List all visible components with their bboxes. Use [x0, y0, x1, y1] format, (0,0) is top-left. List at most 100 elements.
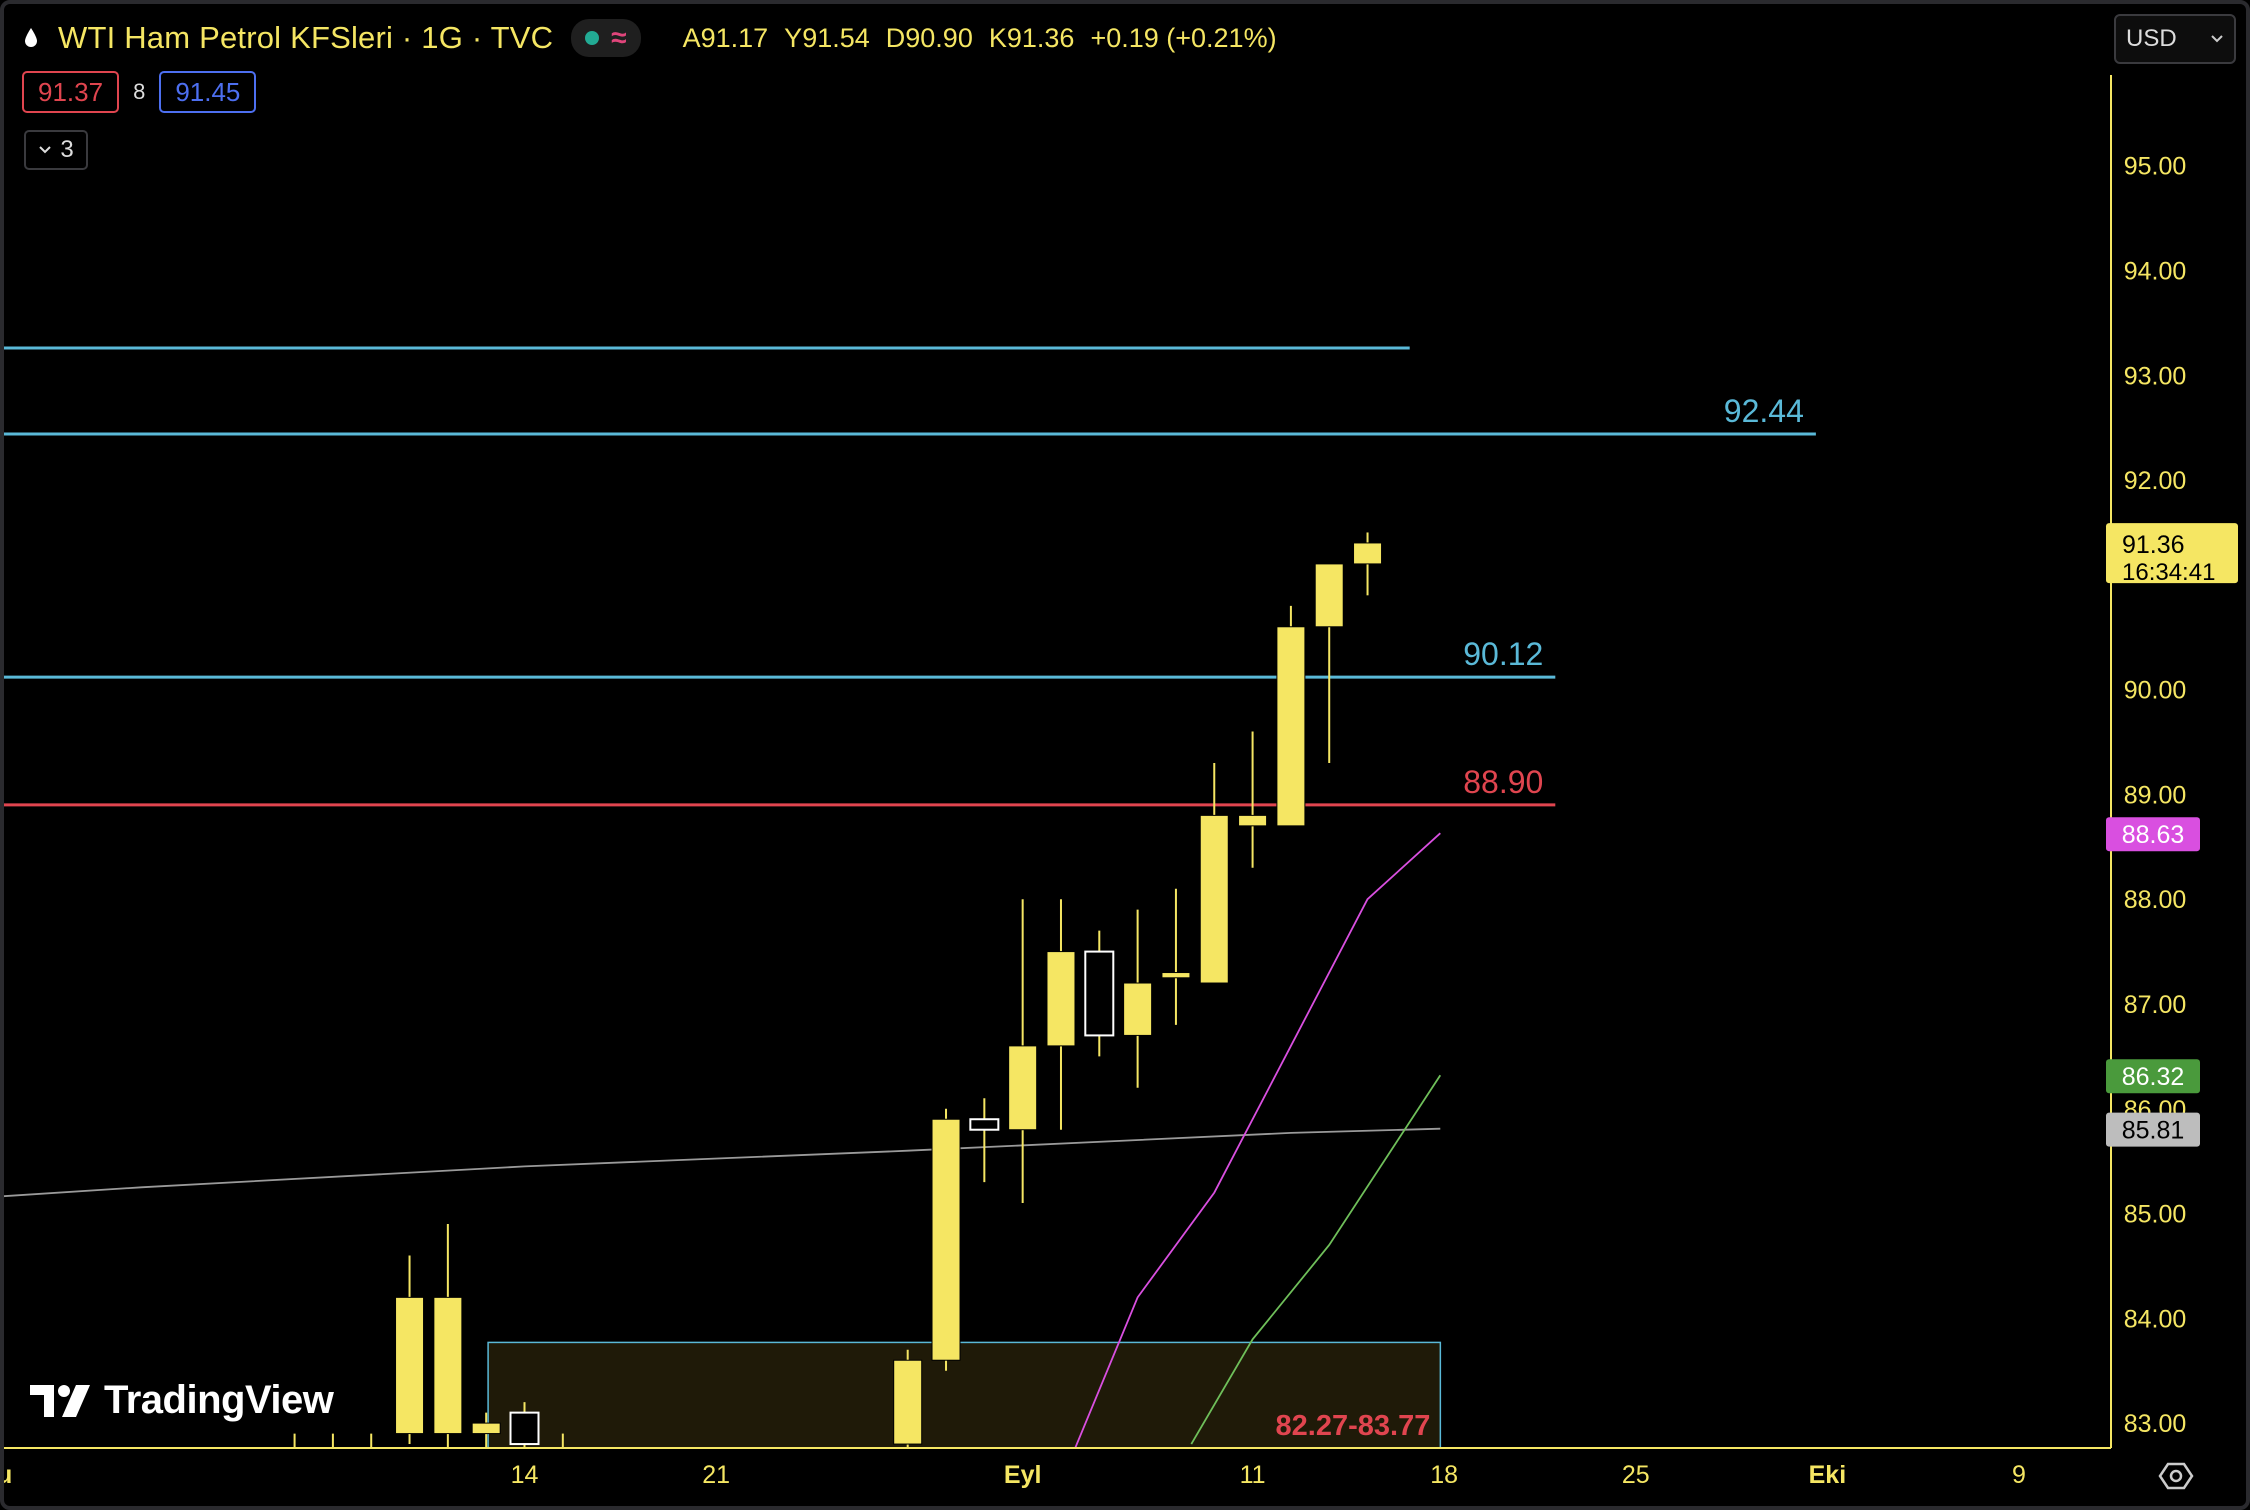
price-tag-value: 85.81 [2122, 1117, 2185, 1145]
candle-body [893, 1359, 923, 1445]
price-tag-green: 86.32 [2106, 1059, 2200, 1094]
x-tick-label: 21 [702, 1461, 730, 1489]
spread-value: 8 [133, 79, 146, 104]
trade-panel: 91.37 8 91.45 [22, 71, 257, 113]
chart-header: WTI Ham Petrol KFSleri · 1G · TVC ≈ A91.… [22, 16, 1277, 60]
candle-body [357, 1455, 385, 1486]
ma-line-magenta [1074, 832, 1441, 1448]
price-tag-countdown: 16:34:41 [2122, 559, 2215, 586]
candle [1084, 930, 1115, 1057]
candle [1046, 899, 1076, 1130]
buy-button[interactable]: 91.45 [159, 71, 257, 113]
ohlc-low: D90.90 [885, 22, 973, 53]
y-tick-label: 95.00 [2124, 153, 2187, 181]
price-tag-magenta: 88.63 [2106, 817, 2200, 852]
x-tick-label: Eyl [1004, 1461, 1042, 1489]
x-tick-label: 9 [2012, 1461, 2026, 1489]
candle [1276, 605, 1306, 827]
candle-body [1046, 951, 1076, 1047]
candle [281, 1433, 309, 1510]
plot-area: 82.27-83.77 92.44 90.12 88.90 [0, 346, 1816, 1510]
candle-body [319, 1465, 347, 1496]
sell-button[interactable]: 91.37 [22, 71, 120, 113]
y-tick-label: 85.00 [2124, 1201, 2187, 1229]
x-tick-label: 18 [1430, 1461, 1458, 1489]
logo-text: TradingView [104, 1378, 334, 1422]
candle [1161, 888, 1191, 1025]
price-tag-value: 86.32 [2122, 1063, 2185, 1091]
level-label-2: 92.44 [1724, 393, 1804, 429]
indicators-count: 3 [60, 136, 74, 163]
price-tag-gray: 85.81 [2106, 1112, 2200, 1147]
price-zone [487, 1341, 1442, 1448]
indicators-toggle-button[interactable]: 3 [24, 130, 88, 170]
candle-body [1314, 563, 1344, 628]
candle-body [433, 1296, 463, 1435]
price-tag-bg [2106, 1059, 2200, 1094]
candle [549, 1433, 577, 1465]
candle-body [549, 1455, 577, 1465]
y-tick-label: 88.00 [2124, 886, 2187, 914]
candle [931, 1108, 961, 1371]
candle-body [395, 1296, 425, 1435]
candle-body [1276, 626, 1306, 827]
y-tick-label: 93.00 [2124, 362, 2187, 390]
level-label-4: 88.90 [1463, 764, 1543, 800]
y-tick-label: 89.00 [2124, 781, 2187, 809]
candle [1353, 532, 1383, 596]
delayed-data-icon: ≈ [611, 22, 627, 53]
candle-body [1353, 542, 1383, 565]
y-tick-label: 83.00 [2124, 1410, 2187, 1438]
ma-line-gray [0, 1127, 1441, 1198]
candle-body [931, 1118, 961, 1361]
candle-body [281, 1475, 309, 1510]
x-tick-label: 14 [511, 1461, 539, 1489]
candle [1008, 899, 1038, 1204]
candle [1199, 762, 1229, 984]
y-tick-label: 84.00 [2124, 1305, 2187, 1333]
x-tick-label: 11 [1240, 1461, 1266, 1489]
candle [1314, 563, 1344, 763]
candle-body [1199, 814, 1229, 984]
candle-body [1238, 814, 1268, 827]
zone-label: 82.27-83.77 [1276, 1410, 1431, 1442]
candle [433, 1224, 463, 1448]
settings-icon[interactable] [2158, 1458, 2194, 1494]
y-tick-label: 90.00 [2124, 677, 2187, 705]
ohlc-high: Y91.54 [784, 22, 870, 53]
ohlc-close: K91.36 [988, 22, 1075, 53]
currency-select[interactable]: USD [2114, 14, 2236, 64]
price-tag-value: 88.63 [2122, 821, 2185, 849]
x-tick-label: 25 [1622, 1461, 1650, 1489]
candle [395, 1255, 425, 1445]
candle-body [509, 1411, 540, 1446]
x-tick-label: Eki [1809, 1461, 1847, 1489]
currency-value: USD [2126, 25, 2177, 52]
symbol-title[interactable]: WTI Ham Petrol KFSleri · 1G · TVC [58, 20, 554, 55]
candle [969, 1098, 1000, 1183]
candle-body [1084, 950, 1115, 1037]
price-tag-bg [2106, 1112, 2200, 1147]
y-tick-label: 92.00 [2124, 467, 2187, 495]
ohlc-open: A91.17 [682, 22, 769, 53]
market-status-pill[interactable]: ≈ [571, 19, 641, 57]
candle [509, 1402, 540, 1448]
tradingview-logo[interactable]: TradingView [30, 1378, 334, 1423]
ohlc-change: +0.19 (+0.21%) [1090, 22, 1277, 53]
candle [471, 1412, 501, 1448]
oil-drop-icon [22, 25, 40, 51]
price-tag-bg [2106, 817, 2200, 852]
level-label-3: 90.12 [1463, 636, 1543, 672]
price-tag-value: 91.36 [2122, 531, 2185, 559]
candle [1123, 909, 1153, 1088]
x-tick-label: Ağu [0, 1461, 12, 1489]
ma-line-green [1190, 1074, 1442, 1445]
y-tick-label: 94.00 [2124, 258, 2187, 286]
market-open-icon [585, 31, 600, 45]
y-tick-label: 87.00 [2124, 991, 2187, 1019]
ohlc-values: A91.17 Y91.54 D90.90 K91.36 +0.19 (+0.21… [683, 23, 1277, 54]
tradingview-mark-icon [30, 1384, 90, 1417]
chevron-down-icon [39, 146, 52, 154]
candle-body [969, 1118, 1000, 1131]
